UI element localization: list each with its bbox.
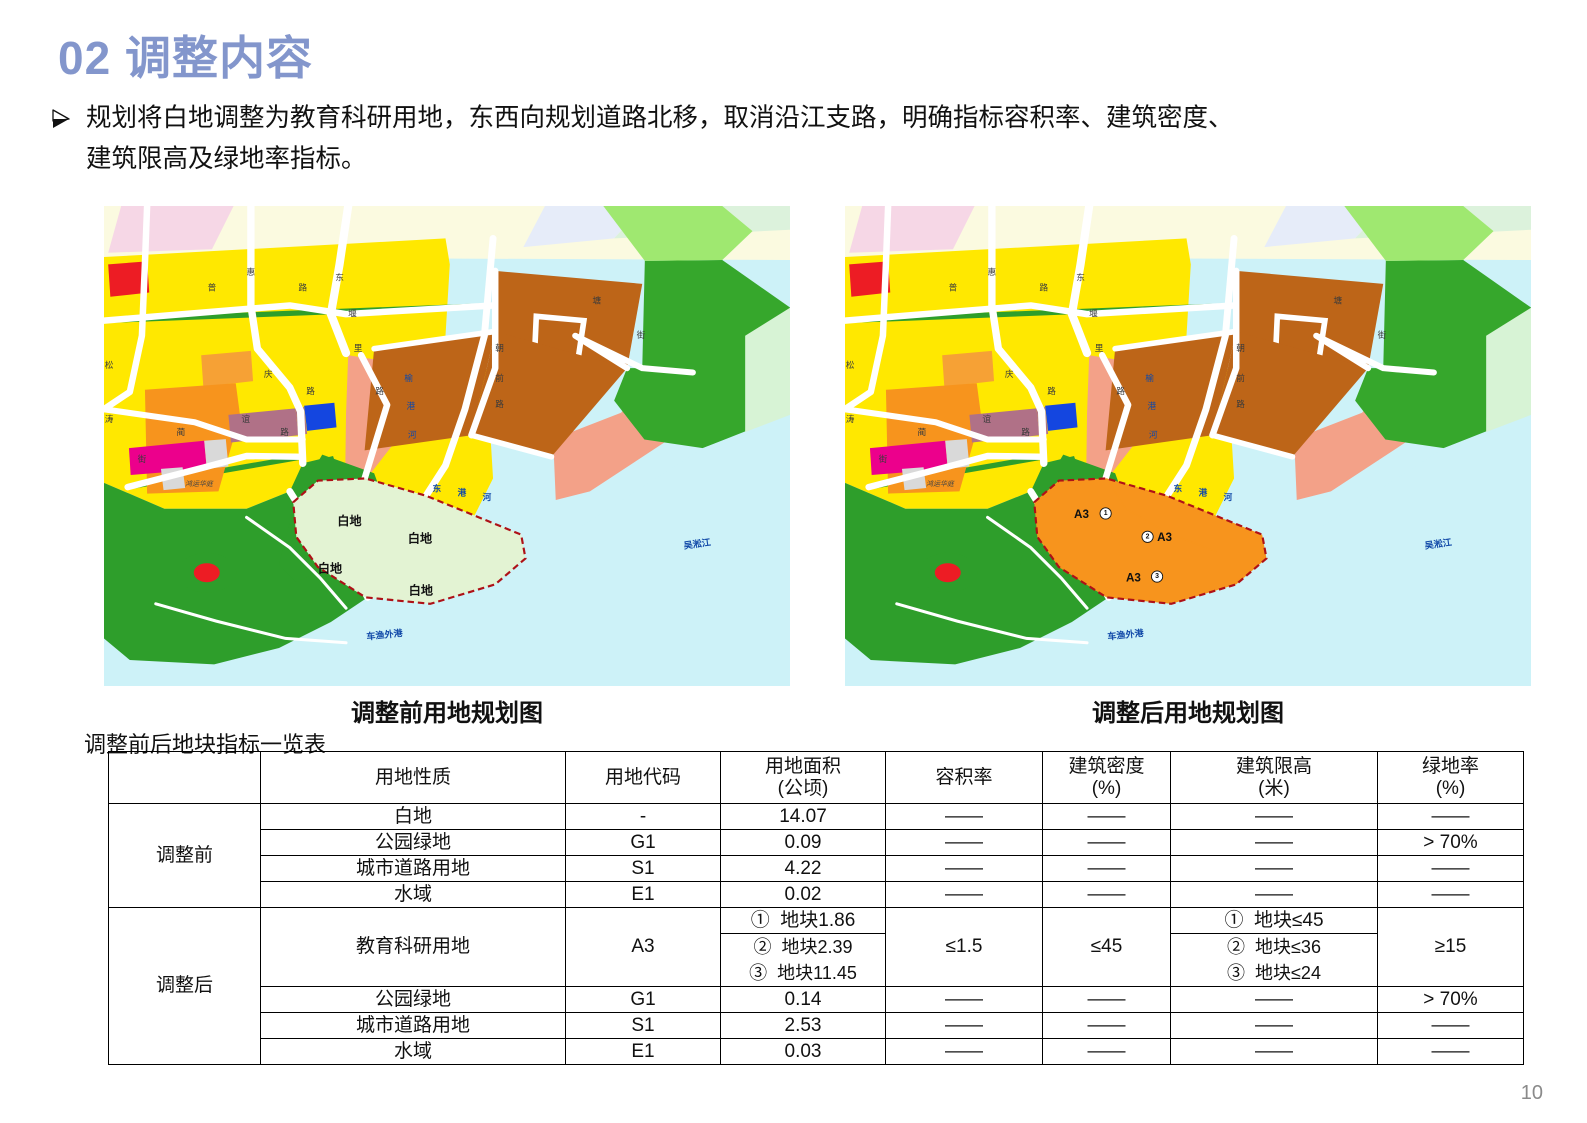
svg-text:路: 路 [1116,385,1125,396]
svg-text:堰: 堰 [1089,308,1098,318]
svg-text:路: 路 [1236,398,1245,409]
svg-text:东: 东 [1174,482,1183,493]
svg-text:里: 里 [1095,343,1104,353]
svg-text:谊: 谊 [982,413,991,424]
svg-text:白地: 白地 [409,582,433,597]
svg-text:庆: 庆 [264,368,273,379]
svg-text:普: 普 [949,281,958,292]
svg-text:A3: A3 [1157,531,1172,544]
svg-text:鸿运华庭: 鸿运华庭 [185,480,214,488]
svg-text:榆: 榆 [1145,372,1154,383]
svg-text:朝: 朝 [495,343,504,353]
svg-text:涛: 涛 [105,413,114,424]
svg-text:路: 路 [1039,281,1048,292]
svg-text:榆: 榆 [404,372,413,383]
svg-text:里: 里 [354,343,363,353]
svg-text:惠: 惠 [988,266,997,277]
svg-text:港: 港 [458,487,467,498]
svg-text:惠: 惠 [247,266,256,277]
svg-text:堰: 堰 [348,308,357,318]
svg-text:路: 路 [1047,385,1056,396]
svg-text:前: 前 [495,372,504,383]
svg-text:涛: 涛 [846,413,855,424]
svg-text:松: 松 [846,359,855,370]
svg-text:2: 2 [1146,533,1150,540]
svg-text:A3: A3 [1126,571,1141,584]
svg-text:松: 松 [105,359,114,370]
svg-text:街: 街 [1378,329,1387,340]
svg-text:1: 1 [1104,510,1108,517]
svg-text:朝: 朝 [1236,343,1245,353]
svg-text:庆: 庆 [1005,368,1014,379]
svg-text:东: 东 [433,482,442,493]
svg-text:河: 河 [408,428,417,439]
svg-text:谊: 谊 [241,413,250,424]
svg-text:路: 路 [1021,426,1030,437]
svg-text:白地: 白地 [408,530,432,545]
svg-text:街: 街 [637,329,646,340]
svg-text:前: 前 [1236,372,1245,383]
svg-text:路: 路 [375,385,384,396]
svg-text:河: 河 [1149,428,1158,439]
svg-text:A3: A3 [1074,508,1089,521]
svg-text:路: 路 [495,398,504,409]
svg-text:路: 路 [298,281,307,292]
svg-text:塘: 塘 [593,294,602,305]
svg-text:港: 港 [1199,487,1208,498]
svg-text:东: 东 [335,271,344,282]
svg-text:白地: 白地 [337,513,361,528]
svg-text:港: 港 [1148,400,1157,411]
svg-text:路: 路 [280,426,289,437]
svg-text:蔺: 蔺 [177,426,186,437]
svg-text:路: 路 [306,385,315,396]
svg-text:河: 河 [483,491,492,502]
svg-text:3: 3 [1155,573,1159,580]
svg-text:白地: 白地 [318,561,342,576]
svg-text:港: 港 [407,400,416,411]
svg-text:街: 街 [138,453,147,464]
svg-text:普: 普 [208,281,217,292]
svg-text:塘: 塘 [1334,294,1343,305]
svg-text:蔺: 蔺 [918,426,927,437]
svg-text:东: 东 [1076,271,1085,282]
svg-text:街: 街 [879,453,888,464]
svg-text:河: 河 [1224,491,1233,502]
svg-text:鸿运华庭: 鸿运华庭 [926,480,955,488]
